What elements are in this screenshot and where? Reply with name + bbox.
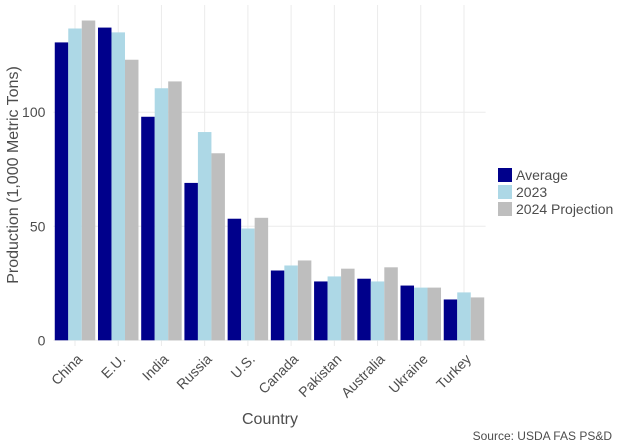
bar bbox=[470, 297, 485, 341]
bar bbox=[327, 276, 342, 341]
x-tick-label: Canada bbox=[255, 351, 301, 397]
bar bbox=[384, 267, 398, 341]
bar bbox=[427, 287, 442, 341]
bar bbox=[168, 81, 182, 341]
bar bbox=[184, 182, 198, 341]
legend-swatch bbox=[498, 168, 512, 182]
caption: Source: USDA FAS PS&D bbox=[473, 429, 613, 443]
x-tick-label: Turkey bbox=[433, 351, 474, 392]
x-tick-label: Australia bbox=[338, 351, 388, 401]
bar bbox=[270, 270, 285, 341]
legend-swatch bbox=[498, 202, 512, 216]
bar bbox=[211, 153, 225, 341]
bar bbox=[241, 228, 255, 341]
bar bbox=[124, 59, 139, 341]
bar bbox=[457, 292, 471, 341]
bar bbox=[443, 299, 458, 341]
x-axis-title: Country bbox=[242, 411, 298, 428]
bar bbox=[341, 268, 355, 341]
bar bbox=[370, 281, 385, 341]
bar bbox=[227, 218, 242, 341]
legend-label: 2023 bbox=[516, 184, 547, 200]
y-axis-title: Production (1,000 Metric Tons) bbox=[5, 66, 22, 284]
bar bbox=[254, 217, 269, 341]
x-tick-label: U.S. bbox=[227, 351, 258, 382]
bar bbox=[154, 88, 169, 341]
bar bbox=[297, 260, 312, 341]
y-tick-label: 50 bbox=[30, 218, 46, 234]
bar bbox=[284, 265, 298, 341]
bar bbox=[111, 32, 125, 341]
legend-label: 2024 Projection bbox=[516, 201, 613, 217]
x-tick-label: Ukraine bbox=[385, 351, 431, 397]
bar bbox=[414, 287, 428, 341]
x-tick-label: China bbox=[48, 351, 85, 388]
bar bbox=[197, 132, 212, 341]
legend-swatch bbox=[498, 185, 512, 199]
x-tick-label: E.U. bbox=[98, 351, 129, 382]
x-tick-label: Russia bbox=[173, 351, 215, 393]
bar bbox=[357, 278, 371, 341]
bar bbox=[314, 281, 328, 341]
x-tick-label: Pakistan bbox=[295, 351, 344, 400]
y-tick-label: 100 bbox=[22, 104, 46, 120]
bar bbox=[81, 20, 96, 341]
x-tick-label: India bbox=[139, 351, 172, 384]
bar bbox=[97, 27, 112, 341]
bar bbox=[400, 285, 415, 341]
legend-label: Average bbox=[516, 167, 568, 183]
bar bbox=[68, 28, 82, 341]
y-tick-label: 0 bbox=[38, 332, 46, 348]
bar bbox=[54, 42, 69, 341]
bar bbox=[141, 116, 155, 341]
